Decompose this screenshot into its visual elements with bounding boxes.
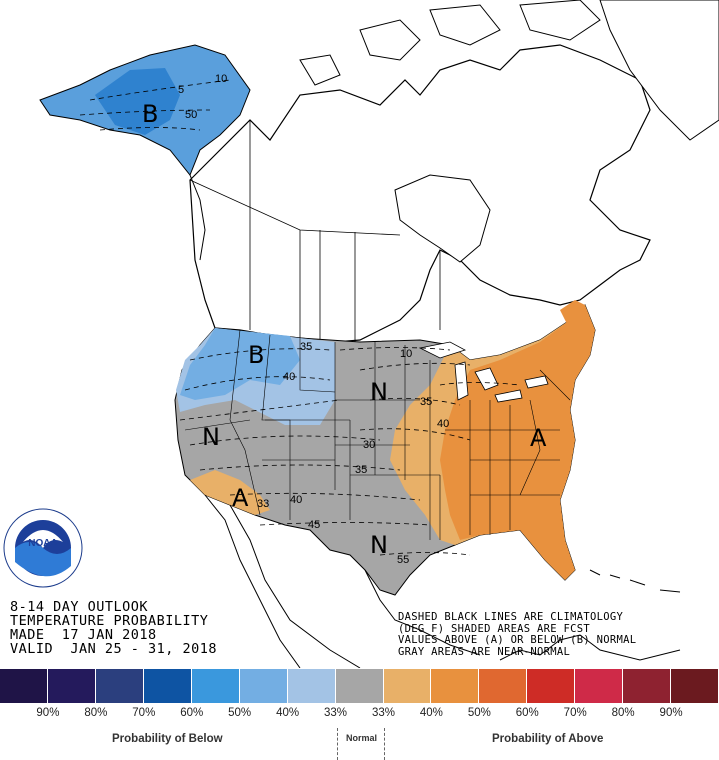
clim-label: 5 bbox=[178, 84, 184, 96]
legend-swatch bbox=[47, 669, 96, 703]
legend-percent-label: 33% bbox=[324, 707, 348, 719]
east-above-50 bbox=[440, 305, 595, 580]
arctic-islands bbox=[299, 0, 601, 86]
climatology-lines bbox=[79, 79, 521, 556]
legend-percent-label: 50% bbox=[467, 707, 491, 719]
clim-label: 10 bbox=[400, 348, 412, 360]
legend-notes: DASHED BLACK LINES ARE CLIMATOLOGY (DEG … bbox=[398, 611, 637, 658]
alaska-dark-region bbox=[95, 68, 180, 135]
legend-percent-label: 90% bbox=[659, 707, 683, 719]
outlook-title-block: 8-14 DAY OUTLOOK TEMPERATURE PROBABILITY… bbox=[10, 600, 217, 656]
clim-label: 35 bbox=[420, 396, 432, 408]
region-label-south-normal: N bbox=[370, 531, 388, 559]
legend-swatch bbox=[95, 669, 144, 703]
outlook-map: 10 5 50 35 40 10 30 35 35 40 33 40 45 55… bbox=[39, 0, 719, 668]
probability-percent-labels: 90% 80% 70% 60% 50% 40% 33% 33% 40% 50% 60% 70% 80% 9… bbox=[0, 707, 719, 721]
clim-label: 33 bbox=[257, 498, 269, 510]
note-line: VALUES ABOVE (A) OR BELOW (B) NORMAL bbox=[398, 634, 637, 646]
caribbean bbox=[589, 569, 681, 593]
title-line: VALID JAN 25 - 31, 2018 bbox=[10, 641, 218, 657]
clim-label: 35 bbox=[300, 341, 312, 353]
normal-divider-left bbox=[337, 728, 338, 760]
legend-swatch bbox=[623, 669, 672, 703]
above-caption: Probability of Above bbox=[492, 733, 604, 745]
region-label-northwest-below: B bbox=[248, 341, 264, 369]
normal-divider-right bbox=[384, 728, 385, 760]
legend-swatch bbox=[383, 669, 432, 703]
clim-label: 55 bbox=[397, 554, 409, 566]
legend-percent-label: 90% bbox=[36, 707, 60, 719]
legend-swatch bbox=[575, 669, 624, 703]
legend-percent-label: 33% bbox=[371, 707, 395, 719]
legend-swatch bbox=[287, 669, 336, 703]
greenland bbox=[599, 0, 719, 141]
note-line: (DEG F) SHADED AREAS ARE FCST bbox=[398, 622, 591, 635]
probability-color-bar bbox=[0, 669, 719, 703]
legend-percent-label: 80% bbox=[84, 707, 108, 719]
title-line: MADE 17 JAN 2018 bbox=[10, 627, 157, 643]
noaa-logo: NOAA bbox=[3, 508, 83, 588]
legend-swatch bbox=[143, 669, 192, 703]
new-england-above bbox=[560, 300, 585, 330]
region-label-central-normal: N bbox=[370, 378, 388, 406]
legend-percent-label: 40% bbox=[276, 707, 300, 719]
legend-percent-label: 50% bbox=[228, 707, 252, 719]
clim-label: 35 bbox=[355, 464, 367, 476]
clim-label: 50 bbox=[185, 109, 197, 121]
legend-percent-label: 80% bbox=[611, 707, 635, 719]
svg-text:NOAA: NOAA bbox=[28, 538, 57, 549]
region-label-alaska-below: B bbox=[142, 100, 158, 128]
below-caption: Probability of Below bbox=[112, 733, 223, 745]
clim-label: 40 bbox=[437, 418, 449, 430]
clim-label: 10 bbox=[215, 73, 227, 85]
legend-swatch bbox=[671, 669, 719, 703]
title-line: 8-14 DAY OUTLOOK bbox=[10, 599, 149, 615]
note-line: DASHED BLACK LINES ARE CLIMATOLOGY bbox=[398, 611, 624, 623]
region-label-southwest-above: A bbox=[232, 484, 249, 512]
clim-label: 40 bbox=[290, 494, 302, 506]
legend-swatch bbox=[527, 669, 576, 703]
legend-swatch bbox=[431, 669, 480, 703]
region-label-west-normal: N bbox=[202, 423, 220, 451]
province-lines bbox=[189, 120, 441, 342]
southwest-above-region bbox=[190, 470, 270, 515]
legend-percent-label: 40% bbox=[419, 707, 443, 719]
clim-label: 40 bbox=[283, 371, 295, 383]
region-label-east-above: A bbox=[530, 424, 547, 452]
normal-caption: Normal bbox=[346, 733, 378, 743]
legend-percent-label: 70% bbox=[132, 707, 156, 719]
clim-label: 45 bbox=[308, 519, 320, 531]
legend-swatch bbox=[239, 669, 288, 703]
legend-swatch bbox=[335, 669, 384, 703]
legend-percent-label: 60% bbox=[180, 707, 204, 719]
hudson-bay bbox=[394, 174, 491, 263]
northwest-below-40 bbox=[180, 328, 300, 400]
legend-swatch bbox=[0, 669, 48, 703]
mexico-outline bbox=[204, 494, 681, 668]
legend-swatch bbox=[191, 669, 240, 703]
legend-percent-label: 70% bbox=[563, 707, 587, 719]
note-line: GRAY AREAS ARE NEAR-NORMAL bbox=[398, 645, 571, 658]
great-lakes bbox=[418, 341, 549, 403]
title-line: TEMPERATURE PROBABILITY bbox=[10, 613, 209, 629]
ak-panhandle bbox=[189, 174, 206, 261]
legend-swatch bbox=[479, 669, 528, 703]
clim-label: 30 bbox=[363, 439, 375, 451]
legend-percent-label: 60% bbox=[515, 707, 539, 719]
